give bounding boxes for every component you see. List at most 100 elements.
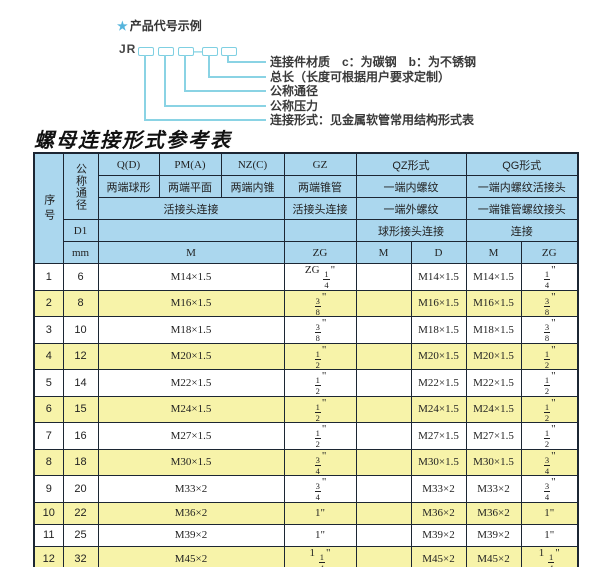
- cell-m-thread: M22×1.5: [97, 369, 285, 397]
- code-box-2: [158, 47, 174, 56]
- cell-qg-m: M33×2: [465, 475, 522, 503]
- cell-qz-d: M14×1.5: [410, 263, 467, 291]
- cell-qz-m: [355, 289, 412, 317]
- header-seq: 序号: [33, 152, 64, 264]
- cell-qg-m: M22×1.5: [465, 369, 522, 397]
- table-row: 11 25 M39×2 1" M39×2 M39×2 1": [33, 523, 579, 547]
- diagram-label-diameter: 公称通径: [270, 84, 319, 98]
- code-box-3: [178, 47, 194, 56]
- cell-gz: 1": [283, 523, 357, 547]
- table-row: 12 32 M45×2 1 14" M45×2 M45×2 1 14": [33, 545, 579, 567]
- cell-qz-m: [355, 475, 412, 503]
- cell-dn-mm: 16: [62, 422, 99, 450]
- product-code-example-title: ★ 产品代号示例: [117, 17, 202, 34]
- cell-seq: 1: [33, 263, 64, 291]
- header-unit-zg: ZG: [283, 241, 357, 264]
- cell-m-thread: M36×2: [97, 501, 285, 525]
- connector-line: [144, 55, 146, 121]
- header-style-nzc: 两端内锥: [220, 175, 285, 198]
- cell-qg-m: M16×1.5: [465, 289, 522, 317]
- cell-qg-m: M20×1.5: [465, 342, 522, 370]
- cell-qg-zg: 1 2 ": [520, 422, 579, 450]
- cell-dn-mm: 25: [62, 523, 99, 547]
- cell-gz: 3 8 ": [283, 316, 357, 344]
- cell-qg-zg: 3 8 ": [520, 316, 579, 344]
- header-style-qd: 两端球形: [97, 175, 160, 198]
- cell-gz: 3 4 ": [283, 448, 357, 476]
- cell-seq: 7: [33, 422, 64, 450]
- cell-qg-m: M39×2: [465, 523, 522, 547]
- cell-m-thread: M30×1.5: [97, 448, 285, 476]
- header-group-qz: QZ形式: [355, 152, 467, 176]
- cell-gz: 1 2 ": [283, 369, 357, 397]
- cell-dn-mm: 8: [62, 289, 99, 317]
- cell-gz: 1 2 ": [283, 422, 357, 450]
- connector-line: [227, 61, 266, 63]
- cell-seq: 12: [33, 545, 64, 567]
- cell-seq: 10: [33, 501, 64, 525]
- diagram-label-length: 总长（长度可根据用户要求定制）: [270, 70, 451, 84]
- cell-qg-zg: 1 14": [520, 545, 579, 567]
- header-empty-cell: [97, 219, 285, 242]
- cell-dn-mm: 10: [62, 316, 99, 344]
- cell-qz-d: M20×1.5: [410, 342, 467, 370]
- table-row: 3 10 M18×1.5 3 8 " M18×1.5 M18×1.5 3 8 ": [33, 316, 579, 344]
- table-row: 9 20 M33×2 3 4 " M33×2 M33×2 3 4 ": [33, 475, 579, 503]
- product-code-prefix: JR: [119, 42, 137, 56]
- cell-qz-d: M39×2: [410, 523, 467, 547]
- cell-m-thread: M14×1.5: [97, 263, 285, 291]
- cell-m-thread: M16×1.5: [97, 289, 285, 317]
- code-box-4: [202, 47, 218, 56]
- cell-dn-mm: 22: [62, 501, 99, 525]
- cell-m-thread: M27×1.5: [97, 422, 285, 450]
- cell-qz-m: [355, 448, 412, 476]
- cell-qg-zg: 3 4 ": [520, 475, 579, 503]
- header-conn-qz: 一端外螺纹: [355, 197, 467, 220]
- cell-qz-m: [355, 369, 412, 397]
- cell-qg-m: M30×1.5: [465, 448, 522, 476]
- cell-qz-m: [355, 422, 412, 450]
- cell-qz-m: [355, 545, 412, 567]
- cell-seq: 3: [33, 316, 64, 344]
- cell-qz-m: [355, 501, 412, 525]
- cell-qg-m: M36×2: [465, 501, 522, 525]
- cell-qz-m: [355, 523, 412, 547]
- cell-seq: 5: [33, 369, 64, 397]
- cell-m-thread: M18×1.5: [97, 316, 285, 344]
- cell-qz-d: M36×2: [410, 501, 467, 525]
- connector-line: [144, 119, 266, 121]
- cell-gz: 1 14": [283, 545, 357, 567]
- cell-dn-mm: 12: [62, 342, 99, 370]
- diagram-label-connection: 连接形式：见金属软管常用结构形式表: [270, 113, 475, 127]
- cell-gz: 1 2 ": [283, 395, 357, 423]
- cell-qg-zg: 1": [520, 501, 579, 525]
- cell-qz-d: M30×1.5: [410, 448, 467, 476]
- cell-dn-mm: 14: [62, 369, 99, 397]
- diagram-label-pressure: 公称压力: [270, 99, 319, 113]
- cell-dn-mm: 18: [62, 448, 99, 476]
- cell-dn-mm: 20: [62, 475, 99, 503]
- cell-m-thread: M24×1.5: [97, 395, 285, 423]
- cell-seq: 6: [33, 395, 64, 423]
- connector-line: [184, 90, 266, 92]
- header-conn-union: 活接头连接: [97, 197, 285, 220]
- cell-qz-m: [355, 263, 412, 291]
- header-conn-gz: 活接头连接: [283, 197, 357, 220]
- cell-qg-zg: 1 2 ": [520, 369, 579, 397]
- header-empty-cell: [283, 219, 357, 242]
- star-icon: ★: [117, 19, 128, 33]
- cell-seq: 11: [33, 523, 64, 547]
- header-d1: D1: [62, 219, 99, 242]
- cell-qz-d: M22×1.5: [410, 369, 467, 397]
- header-unit-m: M: [97, 241, 285, 264]
- cell-qz-m: [355, 342, 412, 370]
- cell-qz-d: M33×2: [410, 475, 467, 503]
- cell-qg-zg: 3 8 ": [520, 289, 579, 317]
- header-group-pma: PM(A): [158, 152, 222, 176]
- cell-seq: 9: [33, 475, 64, 503]
- connector-line: [164, 105, 266, 107]
- cell-dn-mm: 6: [62, 263, 99, 291]
- cell-m-thread: M20×1.5: [97, 342, 285, 370]
- table-title: 螺母连接形式参考表: [34, 128, 232, 152]
